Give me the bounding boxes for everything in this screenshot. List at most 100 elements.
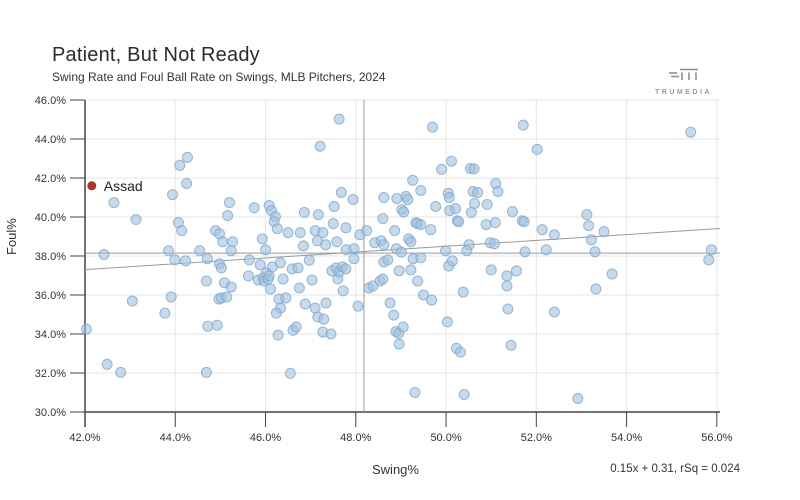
scatter-point[interactable] — [306, 274, 318, 286]
scatter-point[interactable] — [417, 289, 429, 301]
scatter-point[interactable] — [501, 270, 513, 282]
scatter-point[interactable] — [581, 209, 593, 221]
scatter-point[interactable] — [430, 200, 442, 212]
scatter-point[interactable] — [328, 200, 340, 212]
scatter-point[interactable] — [397, 321, 409, 333]
scatter-point[interactable] — [457, 286, 469, 298]
scatter-point[interactable] — [441, 316, 453, 328]
scatter-point[interactable] — [80, 323, 92, 335]
scatter-point[interactable] — [548, 229, 560, 241]
scatter-point[interactable] — [194, 245, 206, 257]
scatter-point[interactable] — [303, 254, 315, 266]
scatter-point[interactable] — [391, 192, 403, 204]
scatter-point[interactable] — [293, 282, 305, 294]
scatter-point[interactable] — [292, 262, 304, 274]
scatter-point[interactable] — [318, 313, 330, 325]
scatter-point[interactable] — [254, 259, 266, 271]
scatter-point[interactable] — [377, 213, 389, 225]
scatter-point[interactable] — [465, 207, 477, 219]
scatter-point[interactable] — [443, 192, 455, 203]
scatter-point[interactable] — [167, 189, 179, 201]
scatter-point[interactable] — [589, 246, 601, 258]
scatter-point[interactable] — [299, 298, 311, 310]
scatter-point[interactable] — [502, 303, 514, 315]
scatter-point[interactable] — [361, 225, 373, 237]
scatter-point[interactable] — [211, 319, 223, 331]
scatter-point[interactable] — [331, 236, 343, 248]
scatter-point[interactable] — [260, 244, 272, 256]
scatter-point[interactable] — [425, 224, 437, 236]
scatter-point[interactable] — [327, 218, 339, 230]
scatter-point[interactable] — [703, 254, 715, 266]
scatter-point[interactable] — [590, 283, 602, 295]
scatter-point[interactable] — [405, 236, 417, 248]
scatter-point[interactable] — [412, 275, 424, 287]
scatter-point[interactable] — [200, 366, 212, 378]
scatter-point[interactable] — [272, 329, 284, 341]
scatter-point[interactable] — [277, 273, 289, 285]
scatter-point[interactable] — [492, 185, 504, 197]
scatter-point[interactable] — [436, 163, 448, 175]
scatter-point[interactable] — [181, 151, 193, 163]
scatter-point[interactable] — [115, 366, 127, 378]
scatter-point[interactable] — [108, 197, 120, 209]
scatter-point[interactable] — [540, 244, 552, 256]
scatter-point[interactable] — [445, 155, 457, 167]
scatter-point[interactable] — [335, 186, 347, 198]
scatter-point[interactable] — [427, 121, 439, 133]
scatter-point[interactable] — [98, 248, 110, 260]
scatter-point[interactable] — [337, 285, 349, 297]
scatter-point[interactable] — [223, 197, 235, 209]
scatter-point[interactable] — [248, 202, 260, 214]
scatter-point[interactable] — [415, 252, 427, 264]
scatter-point[interactable] — [270, 307, 282, 319]
scatter-point[interactable] — [501, 280, 513, 292]
scatter-point[interactable] — [461, 245, 473, 257]
scatter-point[interactable] — [426, 294, 438, 306]
scatter-point[interactable] — [393, 265, 405, 277]
scatter-point[interactable] — [705, 244, 717, 256]
scatter-point[interactable] — [415, 219, 427, 231]
scatter-point[interactable] — [176, 225, 188, 237]
scatter-point[interactable] — [453, 216, 465, 228]
scatter-point[interactable] — [280, 292, 292, 304]
scatter-point[interactable] — [222, 210, 234, 222]
scatter-point[interactable] — [200, 275, 212, 287]
scatter-point[interactable] — [159, 307, 171, 319]
scatter-point[interactable] — [263, 270, 275, 282]
scatter-point[interactable] — [598, 226, 610, 238]
scatter-point[interactable] — [201, 253, 213, 265]
scatter-point[interactable] — [169, 254, 181, 266]
scatter-point[interactable] — [227, 236, 239, 248]
scatter-point[interactable] — [531, 143, 543, 155]
scatter-point[interactable] — [488, 238, 500, 250]
scatter-point[interactable] — [348, 253, 360, 265]
scatter-point[interactable] — [180, 255, 192, 267]
scatter-point[interactable] — [294, 227, 306, 239]
scatter-point[interactable] — [225, 281, 237, 293]
scatter-point[interactable] — [202, 320, 214, 332]
scatter-point[interactable] — [162, 245, 174, 257]
scatter-point[interactable] — [126, 295, 138, 307]
scatter-point[interactable] — [352, 300, 364, 312]
scatter-point[interactable] — [519, 246, 531, 258]
scatter-point[interactable] — [317, 227, 329, 239]
scatter-point[interactable] — [458, 388, 470, 400]
scatter-point[interactable] — [585, 234, 597, 246]
scatter-point[interactable] — [297, 240, 309, 252]
scatter-point[interactable] — [606, 268, 618, 280]
scatter-point[interactable] — [440, 245, 452, 257]
scatter-point[interactable] — [378, 239, 390, 251]
scatter-point[interactable] — [454, 346, 466, 358]
scatter-point[interactable] — [506, 206, 518, 218]
scatter-point[interactable] — [472, 186, 484, 198]
scatter-point[interactable] — [384, 297, 396, 309]
scatter-point[interactable] — [217, 236, 229, 248]
scatter-point[interactable] — [480, 219, 492, 231]
scatter-point[interactable] — [130, 214, 142, 226]
scatter-point[interactable] — [407, 174, 419, 186]
scatter-point[interactable] — [181, 177, 193, 189]
scatter-point[interactable] — [685, 126, 697, 138]
scatter-point[interactable] — [347, 193, 359, 205]
